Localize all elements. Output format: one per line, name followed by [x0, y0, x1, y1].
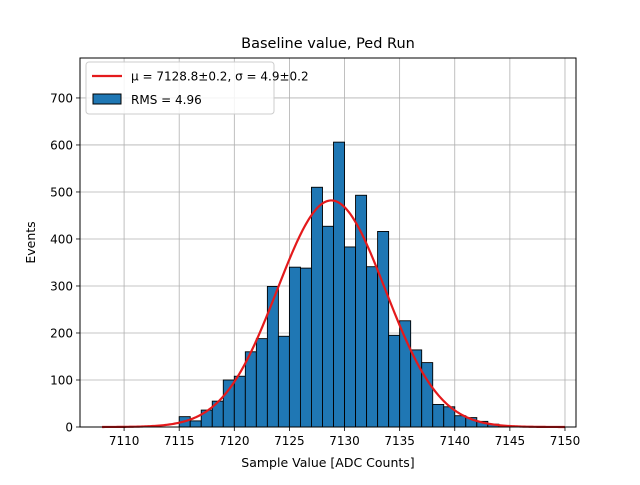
x-tick-label: 7110: [109, 434, 140, 448]
histogram-bar: [223, 380, 234, 427]
y-tick-label: 300: [50, 279, 73, 293]
x-tick-label: 7135: [384, 434, 415, 448]
histogram-bar: [190, 421, 201, 427]
x-tick-label: 7130: [329, 434, 360, 448]
histogram-bar: [334, 142, 345, 427]
histogram-bar: [345, 247, 356, 427]
histogram-bar: [256, 339, 267, 427]
x-tick-label: 7115: [164, 434, 195, 448]
y-tick-label: 400: [50, 232, 73, 246]
histogram-bar: [278, 336, 289, 427]
x-tick-label: 7145: [495, 434, 526, 448]
histogram-bar: [300, 268, 311, 427]
histogram-bar: [311, 187, 322, 427]
x-tick-label: 7120: [219, 434, 250, 448]
histogram-bar: [389, 335, 400, 427]
y-axis-label: Events: [23, 221, 38, 263]
legend-histogram-swatch: [93, 94, 121, 104]
histogram-bar: [455, 416, 466, 427]
legend-fit-label: μ = 7128.8±0.2, σ = 4.9±0.2: [131, 70, 309, 84]
legend-histogram-label: RMS = 4.96: [131, 93, 202, 107]
y-tick-label: 500: [50, 185, 73, 199]
y-tick-label: 100: [50, 373, 73, 387]
y-tick-label: 700: [50, 91, 73, 105]
histogram-bar: [234, 376, 245, 427]
x-tick-label: 7125: [274, 434, 305, 448]
histogram-bar: [433, 404, 444, 427]
chart-title: Baseline value, Ped Run: [241, 36, 415, 52]
x-tick-label: 7140: [439, 434, 470, 448]
x-axis-label: Sample Value [ADC Counts]: [241, 455, 414, 470]
y-tick-label: 0: [65, 421, 73, 435]
histogram-bar: [289, 267, 300, 427]
x-axis-ticks: 7110 7115 7120 7125 7130 7135 7140 7145 7150: [109, 427, 580, 448]
y-tick-label: 200: [50, 326, 73, 340]
histogram-bar: [322, 226, 333, 427]
histogram-bar: [245, 352, 256, 427]
x-tick-label: 7150: [550, 434, 581, 448]
histogram-bar: [378, 231, 389, 427]
y-tick-label: 600: [50, 138, 73, 152]
histogram-bar: [367, 267, 378, 427]
